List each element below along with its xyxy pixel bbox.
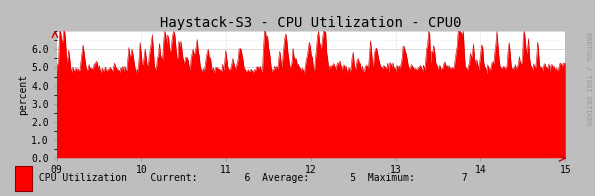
Text: CPU Utilization    Current:        6  Average:       5  Maximum:        7: CPU Utilization Current: 6 Average: 5 Ma…	[33, 173, 468, 183]
Bar	[15, 166, 32, 191]
Title: Haystack-S3 - CPU Utilization - CPU0: Haystack-S3 - CPU Utilization - CPU0	[160, 16, 462, 30]
Text: RRDTOOL / TOBI OETIKER: RRDTOOL / TOBI OETIKER	[585, 32, 591, 125]
Y-axis label: percent: percent	[18, 74, 29, 115]
